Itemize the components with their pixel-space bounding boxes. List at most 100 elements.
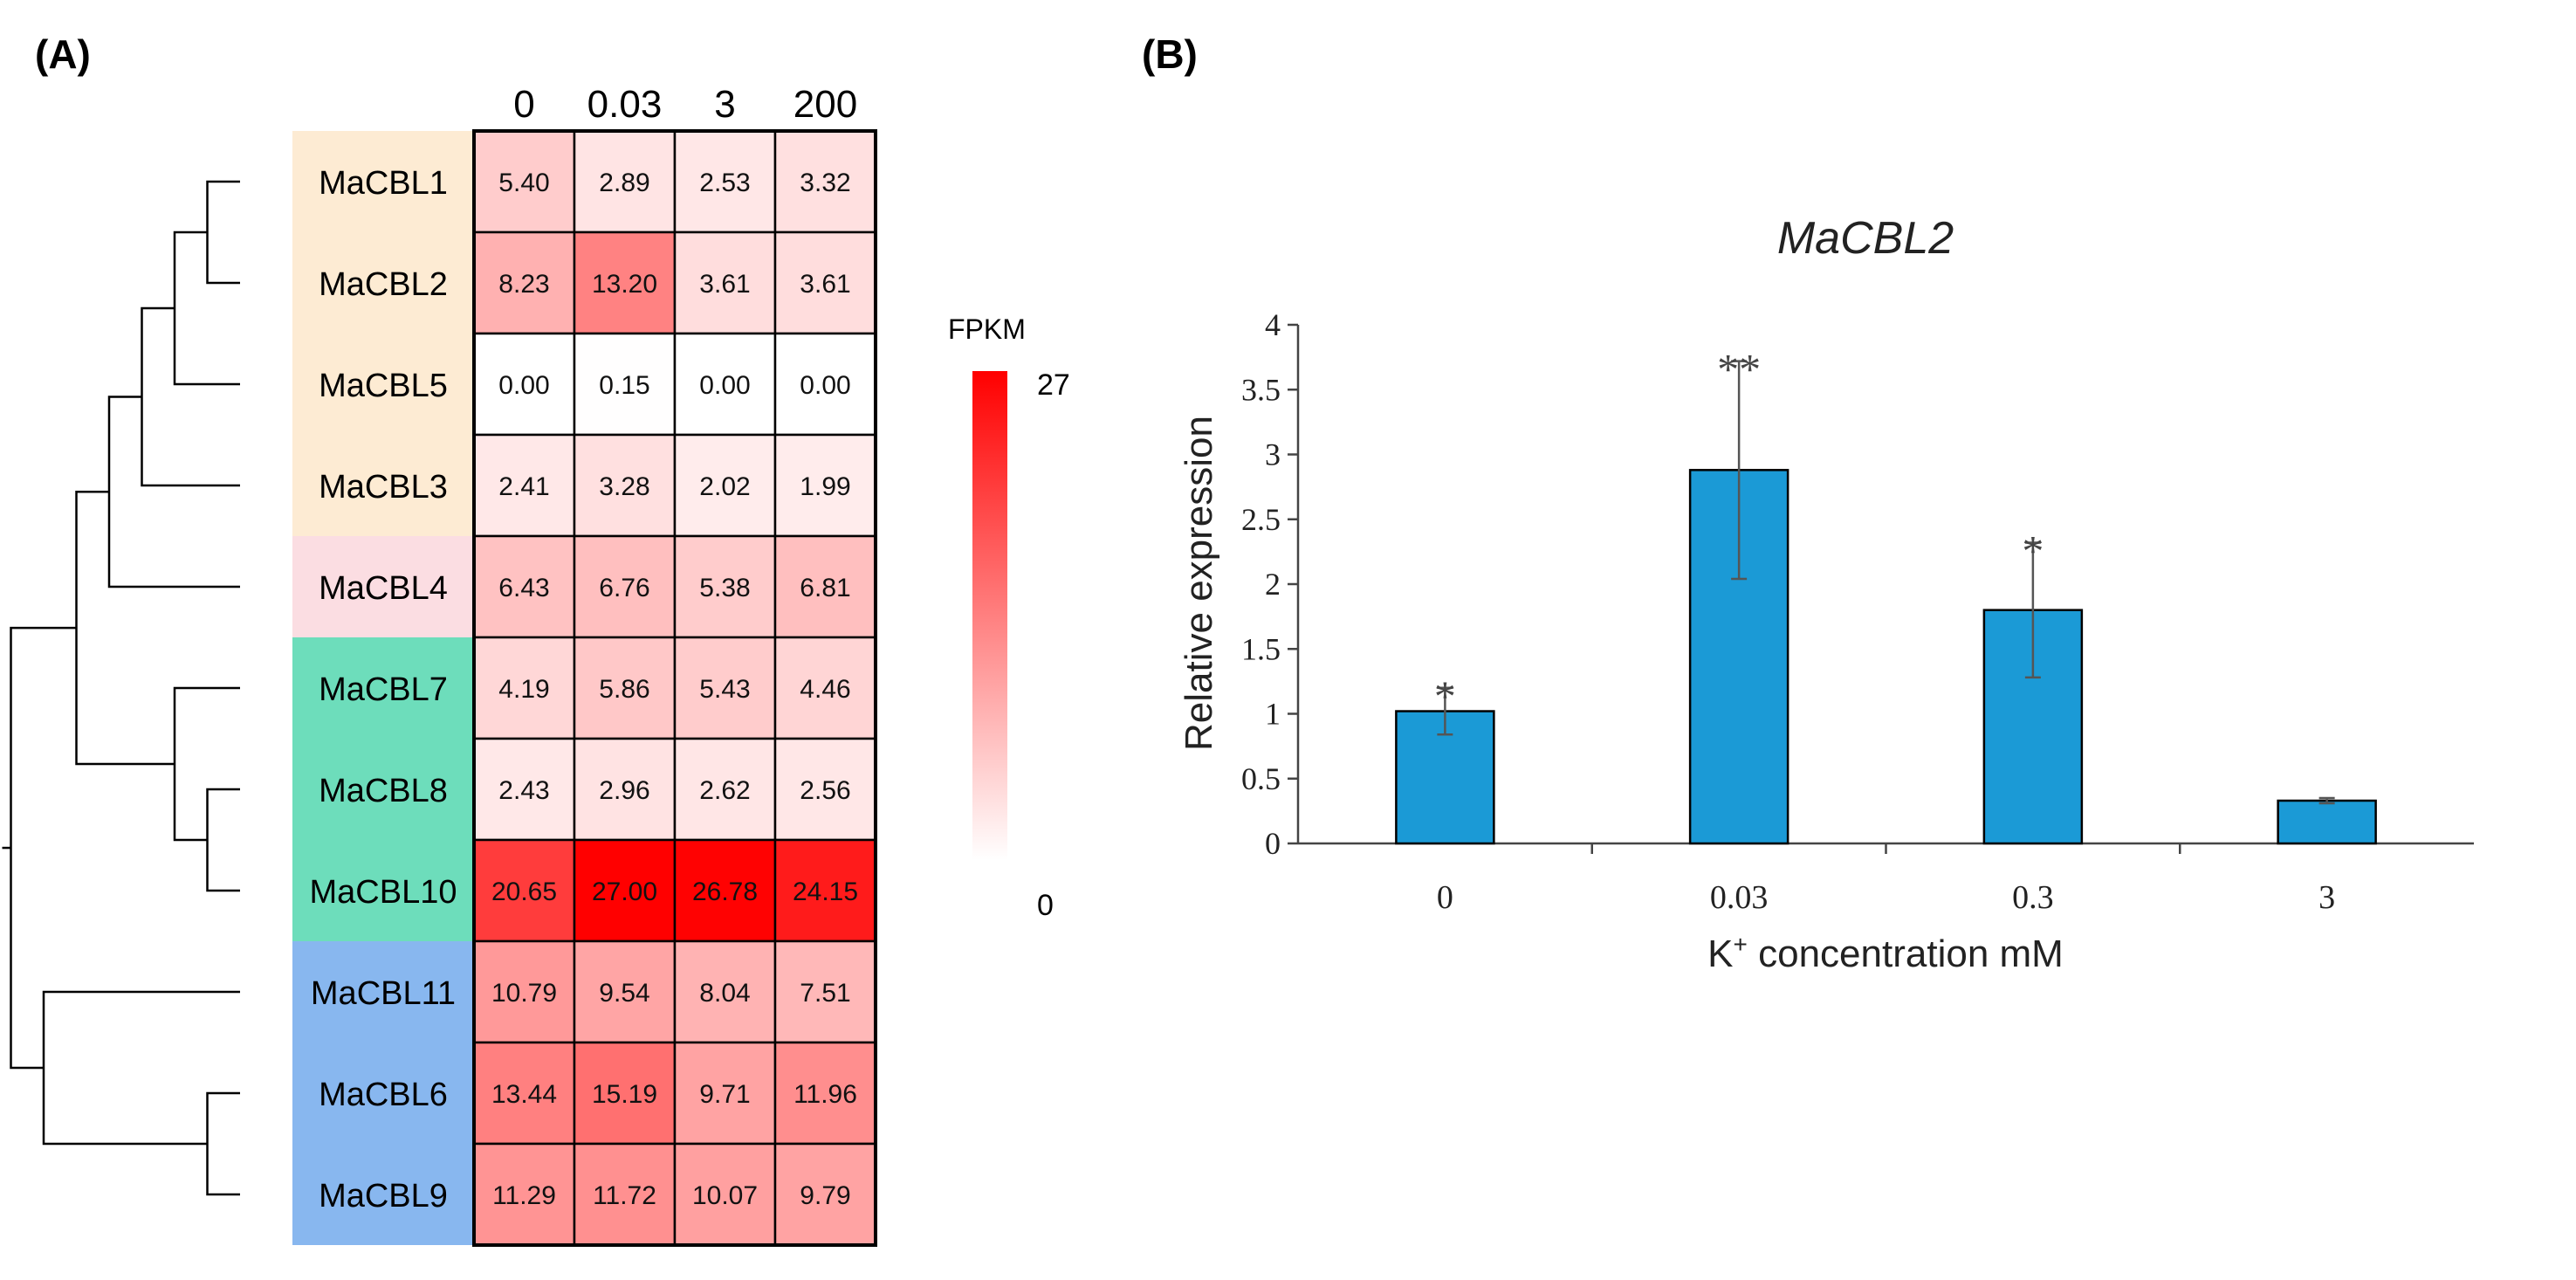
heatmap-row-label: MaCBL11 (311, 975, 456, 1012)
y-tick-label: 2.5 (1241, 502, 1281, 537)
heatmap-cell-value: 2.53 (699, 169, 750, 197)
heatmap-cell-value: 27.00 (592, 877, 657, 906)
heatmap-cell-value: 5.43 (699, 675, 750, 704)
heatmap-cell-value: 9.71 (699, 1080, 750, 1109)
bar (2277, 799, 2377, 845)
dendrogram-branch (141, 306, 240, 487)
y-tick-label: 3 (1265, 437, 1281, 472)
panel-label-a: (A) (35, 31, 91, 77)
y-tick-label: 3.5 (1241, 372, 1281, 407)
heatmap-cell-value: 15.19 (592, 1080, 657, 1109)
x-tick-label: 0.03 (1710, 879, 1769, 916)
heatmap-cell-value: 3.32 (800, 169, 850, 197)
heatmap-row-label: MaCBL9 (319, 1178, 448, 1215)
heatmap-cell-value: 3.61 (800, 270, 850, 299)
bar-chart-panel: MaCBL2 0 0.5 1 1.5 2 2.5 3 3.5 4 * 0 ** 0.03 * 0.3 3 Rela… (1178, 213, 2474, 975)
colorbar-title: FPKM (948, 313, 1026, 345)
heatmap-column-label: 200 (793, 83, 857, 126)
heatmap-cell (472, 129, 576, 234)
heatmap-cell-value: 9.79 (800, 1181, 850, 1210)
colorbar (972, 371, 1007, 860)
heatmap-cell-value: 6.76 (599, 574, 649, 602)
y-axis-label: Relative expression (1178, 416, 1220, 751)
x-axis-label-unit: concentration mM (1748, 932, 2064, 975)
heatmap-cell-value: 5.86 (599, 675, 649, 704)
heatmap-cell (673, 231, 777, 335)
heatmap-cell (773, 939, 877, 1044)
colorbar-max-label: 27 (1037, 368, 1070, 402)
heatmap-cell-value: 3.61 (699, 270, 750, 299)
heatmap-cell-value: 2.89 (599, 169, 649, 197)
heatmap-column-label: 0 (513, 83, 534, 126)
group-block-green (292, 637, 474, 941)
heatmap-cell (573, 534, 677, 639)
heatmap-row-label: MaCBL2 (319, 266, 448, 303)
heatmap-cell-value: 0.00 (800, 371, 850, 400)
heatmap-cell-value: 2.96 (599, 776, 649, 805)
heatmap-cell-value: 2.62 (699, 776, 750, 805)
significance-marker: ** (1717, 345, 1761, 394)
heatmap-row-label: MaCBL5 (319, 368, 448, 404)
heatmap-cell-value: 0.15 (599, 371, 649, 400)
heatmap-cell-value: 4.19 (498, 675, 549, 704)
heatmap-row-label: MaCBL4 (319, 570, 448, 607)
heatmap-cell-value: 10.07 (692, 1181, 758, 1210)
y-tick-label: 4 (1265, 307, 1281, 342)
dendrogram-branch (206, 1091, 240, 1196)
heatmap-cell-value: 3.28 (599, 472, 649, 501)
x-axis-label-charge: + (1734, 931, 1748, 958)
heatmap-cell-value: 26.78 (692, 877, 758, 906)
heatmap-cell-value: 0.00 (699, 371, 750, 400)
heatmap-cell-value: 2.43 (498, 776, 549, 805)
heatmap-cell (573, 636, 677, 740)
panel-label-b: (B) (1142, 31, 1198, 77)
heatmap-cell (673, 332, 777, 437)
heatmap-cell-value: 8.23 (498, 270, 549, 299)
heatmap-cell (773, 433, 877, 538)
dendrogram-branch (107, 396, 240, 588)
heatmap-cell (573, 1142, 677, 1247)
heatmap-cell (472, 939, 576, 1044)
heatmap-cell-value: 2.41 (498, 472, 549, 501)
group-block-orange (292, 131, 474, 536)
heatmap-cell-value: 13.20 (592, 270, 657, 299)
x-tick-label: 0.3 (2012, 879, 2054, 916)
heatmap-cell-value: 1.99 (800, 472, 850, 501)
y-tick-label: 1.5 (1241, 631, 1281, 666)
heatmap-cell (773, 636, 877, 740)
y-tick-label: 0.5 (1241, 761, 1281, 796)
group-block-pink (292, 536, 474, 637)
significance-marker: * (2022, 526, 2044, 575)
heatmap-row-label: MaCBL8 (319, 773, 448, 809)
heatmap-cell-value: 6.81 (800, 574, 850, 602)
heatmap-cell-value: 11.96 (793, 1080, 857, 1109)
dendrogram-branch (42, 990, 240, 1146)
dendrogram-branch (75, 491, 175, 766)
heatmap-cell (573, 737, 677, 842)
heatmap-cell (673, 737, 777, 842)
heatmap-row-label: MaCBL10 (310, 874, 457, 911)
heatmap-cell (673, 939, 777, 1044)
heatmap-cell (773, 534, 877, 639)
heatmap-cell (472, 534, 576, 639)
heatmap-cell-value: 11.72 (593, 1181, 656, 1210)
heatmap-cell-value: 4.46 (800, 675, 850, 704)
heatmap-cell (472, 1041, 576, 1146)
heatmap-cell (773, 1041, 877, 1146)
heatmap-cell-value: 5.38 (699, 574, 750, 602)
heatmap-cell-value: 11.29 (492, 1181, 556, 1210)
significance-marker: * (1434, 671, 1456, 720)
dendrogram-branch (206, 788, 240, 892)
heatmap-cell (472, 1142, 576, 1247)
heatmap-cell-value: 2.02 (699, 472, 750, 501)
heatmap-panel: 0 0.03 3 200 MaCBL1 5.40 2.89 2.53 3.32 MaCBL2 8.2… (2, 83, 1070, 1247)
x-axis-label-ion: K (1707, 932, 1733, 975)
bar-chart-title: MaCBL2 (1777, 213, 1954, 264)
heatmap-cell-value: 20.65 (491, 877, 557, 906)
heatmap-column-label: 0.03 (587, 83, 663, 126)
heatmap-cell-value: 5.40 (498, 169, 549, 197)
y-tick-label: 2 (1265, 567, 1281, 602)
heatmap-border (472, 129, 877, 1247)
heatmap-cell (472, 332, 576, 437)
dendrogram-branch (206, 180, 240, 285)
